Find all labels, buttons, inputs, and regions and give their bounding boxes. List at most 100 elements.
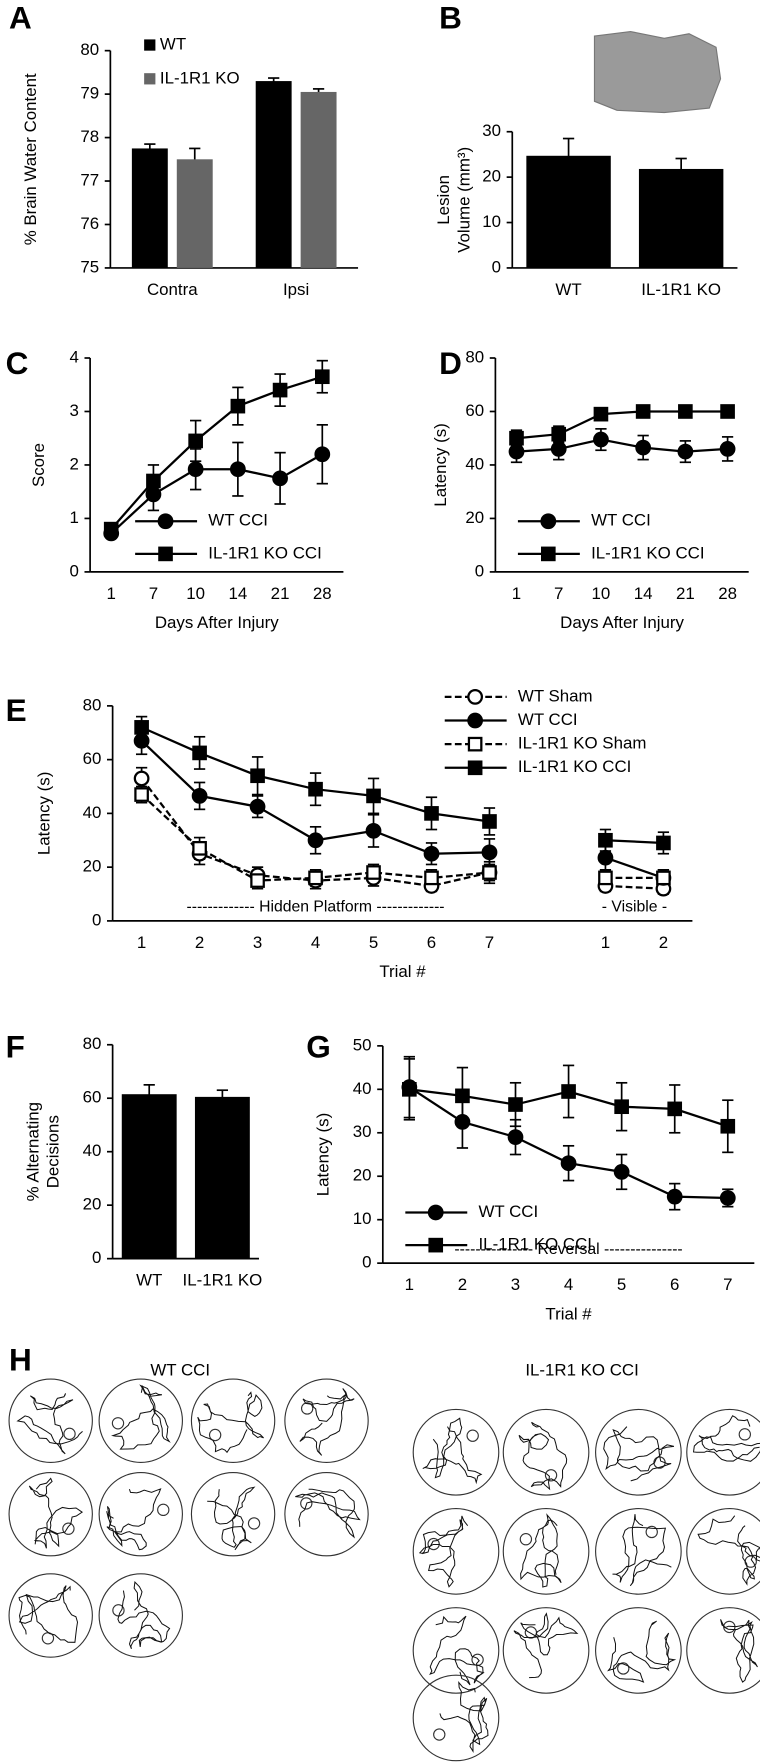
legend-swatch bbox=[144, 39, 156, 51]
platform bbox=[62, 1522, 75, 1535]
x-tick-label: 2 bbox=[195, 933, 204, 952]
legend-label: WT Sham bbox=[518, 686, 593, 705]
y-axis-label: Latency (s) bbox=[35, 772, 54, 855]
marker bbox=[134, 720, 149, 735]
y-tick-label: 80 bbox=[465, 347, 484, 366]
pool bbox=[502, 1508, 590, 1595]
legend-marker bbox=[467, 688, 484, 705]
y-tick-label: 80 bbox=[83, 695, 102, 714]
panel-letter: B bbox=[439, 0, 462, 36]
marker bbox=[133, 770, 150, 787]
y-tick-label: 0 bbox=[492, 257, 501, 276]
marker bbox=[103, 521, 119, 537]
swim-path bbox=[117, 1580, 171, 1650]
pool bbox=[98, 1378, 183, 1463]
marker bbox=[187, 461, 204, 478]
platform bbox=[208, 1428, 222, 1442]
x-tick-label: 1 bbox=[601, 933, 610, 952]
marker bbox=[192, 745, 207, 761]
marker bbox=[423, 845, 440, 862]
legend-marker bbox=[467, 712, 484, 729]
x-tick-label: 5 bbox=[369, 933, 378, 952]
brain-slice-image bbox=[593, 30, 722, 114]
marker bbox=[666, 1188, 683, 1205]
marker bbox=[249, 798, 266, 815]
marker bbox=[272, 382, 288, 398]
platform bbox=[247, 1517, 261, 1530]
platform bbox=[524, 1626, 538, 1639]
platform bbox=[544, 1469, 558, 1482]
swim-path bbox=[295, 1488, 361, 1539]
bar bbox=[194, 1096, 250, 1259]
y-axis-label: % Alternating bbox=[23, 1102, 42, 1201]
platform bbox=[519, 1533, 533, 1546]
bar bbox=[638, 168, 724, 268]
platform bbox=[738, 1428, 752, 1441]
y-tick-label: 0 bbox=[69, 561, 78, 580]
x-tick-label: 6 bbox=[670, 1275, 679, 1294]
legend-label: IL-1R1 KO bbox=[160, 68, 240, 87]
marker bbox=[598, 870, 613, 886]
x-tick-label: 21 bbox=[676, 584, 695, 603]
pool bbox=[98, 1471, 183, 1557]
y-tick-label: 0 bbox=[475, 561, 484, 580]
marker bbox=[134, 787, 149, 802]
panel-letter: C bbox=[6, 345, 29, 381]
marker bbox=[307, 832, 324, 849]
marker bbox=[635, 439, 652, 456]
marker bbox=[229, 461, 246, 478]
marker bbox=[508, 443, 525, 460]
y-axis-label: Latency (s) bbox=[431, 423, 450, 506]
legend-label: IL-1R1 KO CCI bbox=[208, 543, 321, 562]
legend-label: WT CCI bbox=[591, 511, 651, 530]
marker bbox=[593, 431, 609, 448]
marker bbox=[614, 1099, 629, 1115]
marker bbox=[133, 732, 150, 749]
legend-label: IL-1R1 KO CCI bbox=[479, 1235, 592, 1254]
swim-path bbox=[607, 1620, 677, 1683]
marker bbox=[308, 781, 323, 797]
y-tick-label: 50 bbox=[353, 1035, 372, 1054]
x-tick-label: 28 bbox=[313, 584, 332, 603]
series-line bbox=[110, 453, 323, 535]
annotation: --------------- Reversal --------------- bbox=[454, 1241, 682, 1258]
marker bbox=[677, 443, 694, 460]
x-tick-label: 4 bbox=[564, 1275, 573, 1294]
platform bbox=[300, 1497, 313, 1510]
y-tick-label: 40 bbox=[83, 803, 102, 822]
x-tick-label: 14 bbox=[634, 584, 653, 603]
marker bbox=[678, 404, 693, 419]
y-tick-label: 0 bbox=[362, 1253, 371, 1272]
marker bbox=[314, 446, 331, 463]
y-axis-label: Volume (mm³) bbox=[454, 147, 473, 253]
y-tick-label: 40 bbox=[465, 454, 484, 473]
x-tick-label: 1 bbox=[137, 933, 146, 952]
y-tick-label: 79 bbox=[80, 84, 99, 103]
legend-marker bbox=[157, 513, 174, 530]
y-tick-label: 10 bbox=[353, 1209, 372, 1228]
y-tick-label: 77 bbox=[80, 170, 99, 189]
y-tick-label: 76 bbox=[80, 214, 99, 233]
x-tick-label: 10 bbox=[592, 584, 611, 603]
legend-label: WT CCI bbox=[479, 1202, 539, 1221]
legend-marker bbox=[428, 1237, 444, 1253]
swim-path bbox=[520, 1513, 562, 1588]
x-tick-label: 21 bbox=[271, 584, 290, 603]
x-tick-label: 7 bbox=[485, 933, 494, 952]
group-title: WT CCI bbox=[150, 1361, 210, 1380]
y-axis-label: Score bbox=[29, 443, 48, 487]
y-tick-label: 60 bbox=[83, 1088, 102, 1107]
marker bbox=[656, 835, 671, 851]
x-tick-label: 7 bbox=[149, 584, 158, 603]
pool bbox=[686, 1607, 760, 1694]
swim-path bbox=[299, 1388, 355, 1456]
legend-marker bbox=[158, 546, 173, 562]
legend-marker bbox=[540, 513, 557, 530]
pool bbox=[595, 1408, 682, 1496]
x-axis-label: Trial # bbox=[545, 1304, 592, 1323]
x-tick-label: IL-1R1 KO bbox=[641, 280, 721, 299]
y-tick-label: 40 bbox=[353, 1079, 372, 1098]
marker bbox=[719, 441, 736, 457]
x-tick-label: Ipsi bbox=[283, 280, 309, 299]
marker bbox=[191, 788, 208, 804]
